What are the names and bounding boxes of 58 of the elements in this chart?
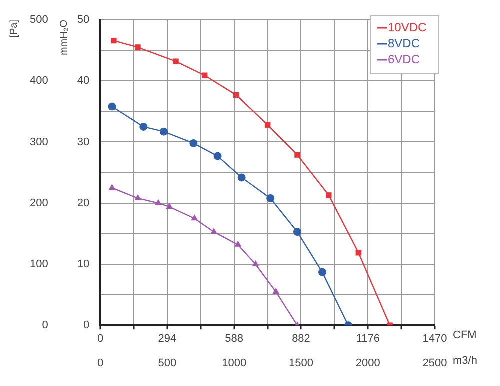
- x-tick-label: 500: [158, 357, 177, 370]
- x2-tick-label: 1176: [356, 333, 380, 346]
- point: [326, 192, 332, 198]
- point: [191, 214, 198, 221]
- y2-tick-label: 50: [77, 14, 90, 26]
- x2-tick-label: 588: [225, 333, 244, 346]
- point: [264, 122, 271, 128]
- legend-label: 6VDC: [388, 52, 420, 66]
- y2-tick-label: 40: [77, 75, 90, 88]
- point: [266, 194, 275, 202]
- point: [234, 240, 242, 247]
- y-tick-label: 400: [30, 75, 48, 88]
- point: [234, 92, 240, 98]
- y2-tick-label: 20: [77, 197, 90, 210]
- point: [190, 139, 198, 148]
- point: [238, 174, 246, 182]
- point: [210, 228, 218, 234]
- legend-label: 8VDC: [388, 36, 420, 50]
- y-tick-label: 500: [30, 14, 48, 26]
- point: [318, 268, 327, 276]
- x2-tick-label: 0: [98, 333, 104, 346]
- point: [108, 184, 116, 190]
- point: [160, 128, 168, 136]
- point: [252, 260, 260, 266]
- y-axis-title: [Pa]: [8, 20, 20, 38]
- point: [135, 44, 141, 50]
- point: [111, 38, 117, 44]
- point: [140, 122, 148, 131]
- point: [173, 58, 179, 64]
- point: [166, 203, 174, 210]
- point: [214, 152, 222, 160]
- x2-axis-title: CFM: [453, 330, 477, 342]
- legend-label: 10VDC: [388, 20, 428, 34]
- point: [108, 102, 116, 111]
- point: [202, 72, 208, 78]
- x-tick-label: 1000: [222, 357, 247, 370]
- x-tick-label: 2000: [356, 357, 380, 370]
- x-tick-label: 0: [98, 357, 104, 370]
- y-tick-label: 0: [42, 320, 48, 332]
- x2-tick-label: 294: [158, 333, 177, 346]
- y-tick-label: 300: [30, 136, 48, 148]
- x-tick-label: 2500: [422, 357, 448, 370]
- y2-tick-label: 10: [77, 258, 90, 271]
- point: [293, 228, 302, 236]
- x-tick-label: 1500: [288, 357, 314, 370]
- point: [134, 194, 142, 200]
- x2-tick-label: 1470: [422, 333, 448, 346]
- y-tick-label: 200: [30, 197, 48, 210]
- point: [294, 152, 300, 158]
- x-axis-title: m3/h: [453, 354, 478, 367]
- x2-tick-label: 882: [292, 333, 310, 346]
- y2-tick-label: 0: [83, 320, 90, 332]
- point: [155, 199, 162, 206]
- y2-tick-label: 30: [77, 136, 90, 148]
- y-tick-label: 100: [30, 258, 48, 271]
- point: [356, 250, 362, 256]
- y2-axis-title: mmH₂O: [59, 20, 70, 56]
- point: [272, 288, 280, 294]
